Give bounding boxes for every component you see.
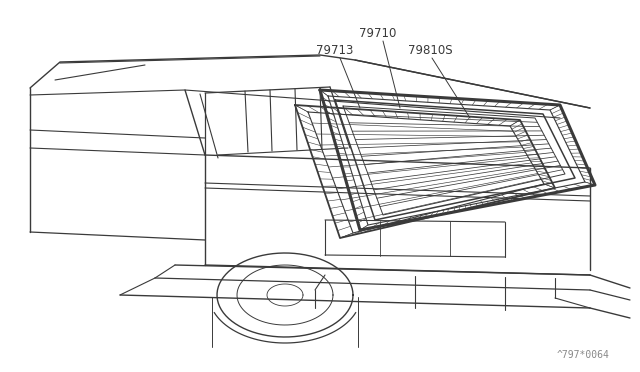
Text: 79710: 79710: [359, 27, 397, 40]
Text: ^797*0064: ^797*0064: [557, 350, 610, 360]
Text: 79810S: 79810S: [408, 44, 452, 57]
Text: 79713: 79713: [316, 44, 354, 57]
